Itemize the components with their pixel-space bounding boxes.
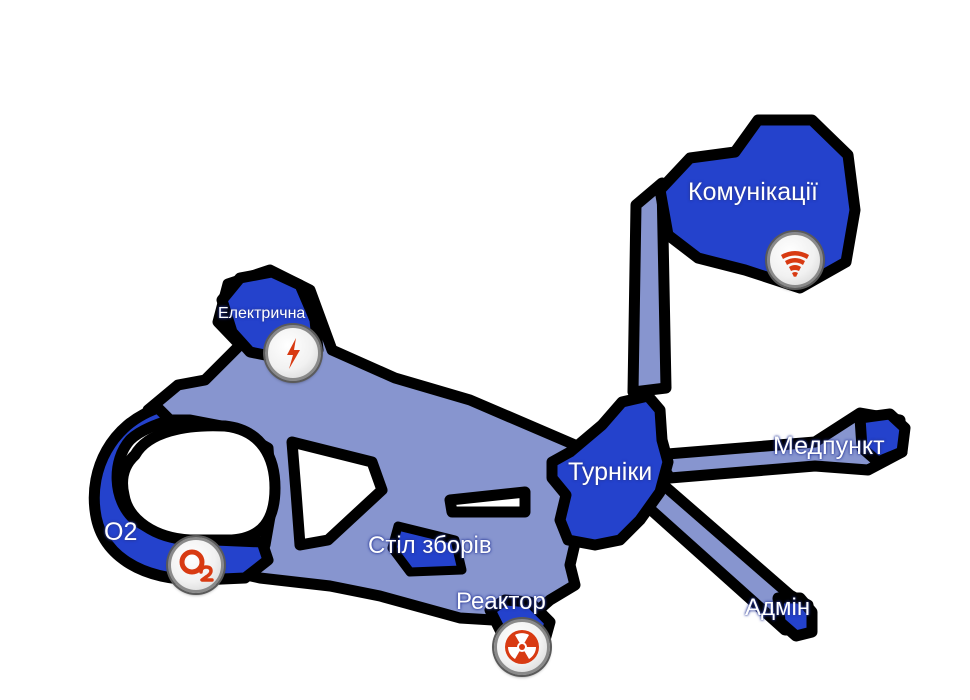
label-meeting-table: Стіл зборів (368, 532, 492, 559)
hole-o2 (116, 420, 281, 546)
lightning-icon (287, 338, 300, 369)
label-communications: Комунікації (688, 178, 819, 206)
label-turnstiles: Турніки (568, 458, 653, 486)
hole-slit (444, 486, 531, 518)
room-turnstiles (546, 390, 674, 551)
o2-task-button[interactable] (168, 537, 224, 593)
wifi-icon (781, 251, 809, 277)
communications-task-button[interactable] (767, 232, 823, 288)
label-electrical: Електрична (218, 305, 306, 322)
hole-central (286, 436, 388, 551)
electrical-task-button[interactable] (265, 325, 321, 381)
reactor-task-button[interactable] (494, 619, 550, 675)
meeting-table (387, 521, 467, 577)
label-admin: Адмін (745, 594, 811, 621)
room-medbay (854, 408, 911, 468)
label-reactor: Реактор (456, 588, 546, 615)
room-admin (772, 592, 818, 642)
label-medbay: Медпункт (773, 432, 885, 460)
label-o2: O2 (104, 518, 138, 546)
o2-icon (179, 549, 214, 582)
radiation-icon (505, 630, 539, 664)
